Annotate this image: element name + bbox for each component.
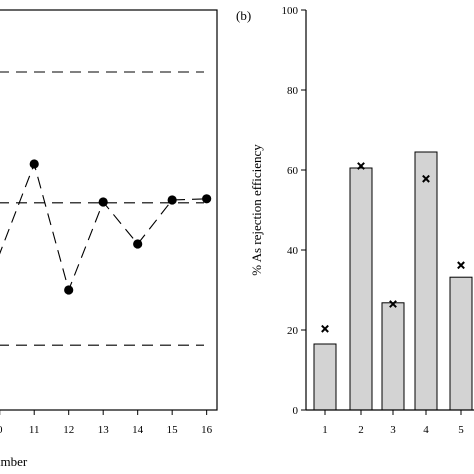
y-tick-label: 40 xyxy=(287,245,299,257)
bar-5 xyxy=(449,276,473,411)
panel-b-label: (b) xyxy=(236,8,251,23)
panel-a-line-chart: 0 11 12 13 14 15 16 umber xyxy=(0,9,218,469)
x-tick-label: 12 xyxy=(63,424,74,436)
data-point-11 xyxy=(29,159,39,169)
x-tick-label: 0 xyxy=(0,424,3,436)
x-tick-label: 2 xyxy=(358,424,364,436)
marker-2 xyxy=(357,162,365,170)
y-tick-label: 20 xyxy=(287,325,299,337)
bar-3 xyxy=(381,302,405,411)
data-point-13 xyxy=(98,197,108,207)
y-tick-label: 100 xyxy=(282,5,299,17)
x-tick-label: 5 xyxy=(458,424,464,436)
data-point-14 xyxy=(133,239,143,249)
y-tick-label: 0 xyxy=(293,405,299,417)
marker-1 xyxy=(321,324,329,333)
marker-5 xyxy=(457,261,465,270)
x-tick-label: 4 xyxy=(423,424,429,436)
panel-a-reference-lines xyxy=(0,71,204,346)
x-tick-label: 13 xyxy=(98,424,110,436)
panel-b-markers xyxy=(321,162,465,333)
panel-a-x-ticks: 0 11 12 13 14 15 16 xyxy=(0,410,213,436)
x-tick-label: 16 xyxy=(201,424,213,436)
bar-2 xyxy=(349,167,373,411)
x-tick-label: 1 xyxy=(322,424,328,436)
panel-a-x-axis-label: umber xyxy=(0,454,28,469)
series-line xyxy=(0,162,207,292)
panel-a-plot-frame xyxy=(0,9,218,411)
marker-4 xyxy=(422,174,430,183)
x-tick-label: 14 xyxy=(132,424,144,436)
panel-b-axes: 0 20 40 60 80 100 1 2 3 4 5 xyxy=(282,5,474,436)
panel-b-y-axis-label: % As rejection efficiency xyxy=(249,144,264,276)
x-tick-label: 11 xyxy=(29,424,40,436)
data-point-15 xyxy=(167,195,177,205)
panel-b-bar-chart: (b) 0 20 40 60 80 100 1 2 3 4 5 % As rejection eff… xyxy=(236,5,474,436)
bar-1 xyxy=(313,343,337,411)
panel-b-bars xyxy=(313,151,473,411)
data-point-12 xyxy=(64,285,74,295)
panel-a-series xyxy=(0,159,212,295)
bar-4 xyxy=(414,151,438,411)
marker-3 xyxy=(389,300,397,308)
x-tick-label: 15 xyxy=(167,424,179,436)
y-tick-label: 60 xyxy=(287,165,299,177)
x-tick-label: 3 xyxy=(390,424,396,436)
y-tick-label: 80 xyxy=(287,85,299,97)
data-point-16 xyxy=(202,194,212,204)
